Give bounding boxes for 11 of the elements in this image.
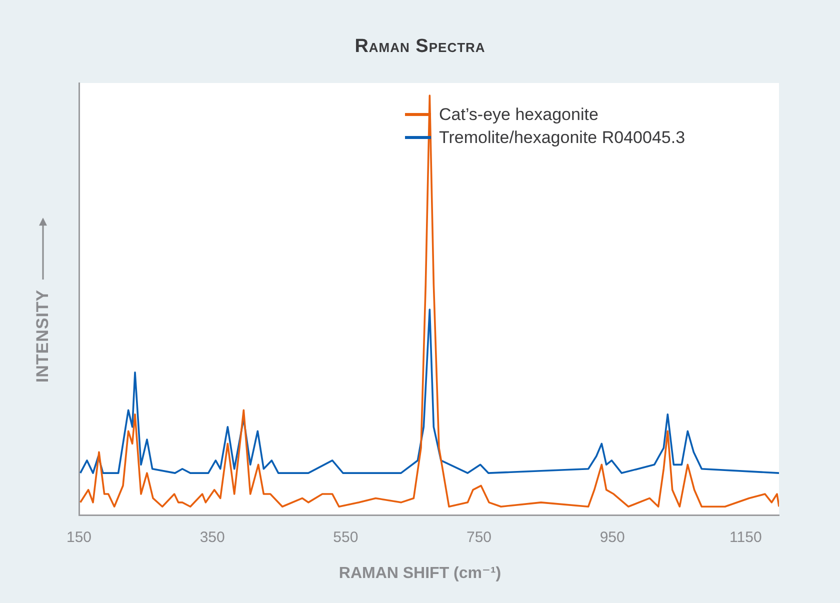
- x-tick-label: 1150: [730, 529, 762, 546]
- x-tick-label: 350: [200, 529, 225, 546]
- x-tick-label: 950: [600, 529, 625, 546]
- x-tick-label: 150: [66, 529, 92, 546]
- chart-title: Raman Spectra: [354, 36, 486, 58]
- legend-label: Tremolite/hexagonite R040045.3: [439, 128, 686, 148]
- x-tick-label: 550: [333, 529, 358, 546]
- x-axis-title: RAMAN SHIFT (cm⁻¹): [338, 564, 502, 583]
- y-axis-title: INTENSITY: [33, 289, 53, 383]
- legend-label: Cat’s-eye hexagonite: [439, 104, 598, 124]
- x-tick-label: 750: [466, 529, 492, 546]
